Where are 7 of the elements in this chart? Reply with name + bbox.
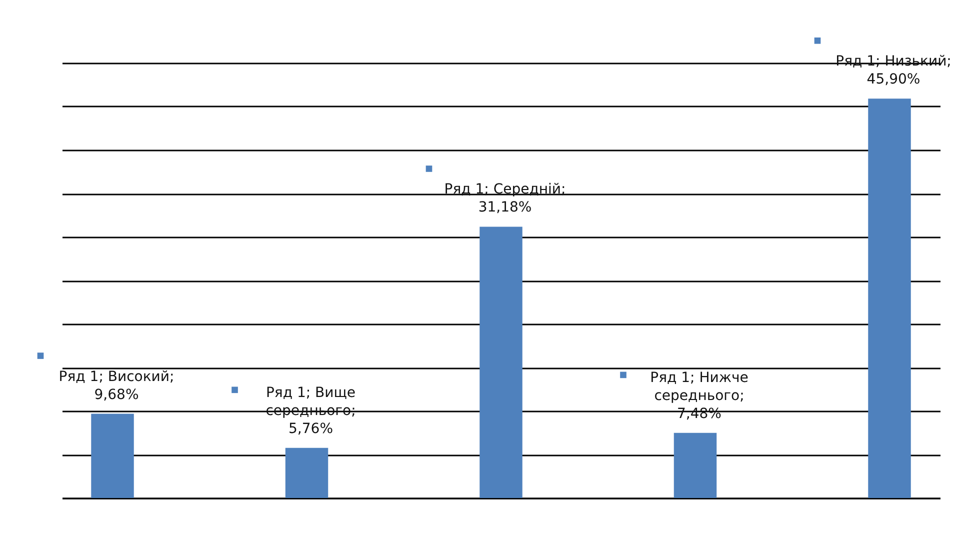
bar	[91, 414, 134, 498]
bar	[868, 98, 911, 498]
data-label: Ряд 1; Високий; 9,68%	[58, 368, 174, 403]
bar	[285, 448, 328, 498]
data-label: Ряд 1; Середній; 31,18%	[444, 182, 566, 216]
bar	[674, 432, 717, 498]
bar	[480, 226, 522, 498]
